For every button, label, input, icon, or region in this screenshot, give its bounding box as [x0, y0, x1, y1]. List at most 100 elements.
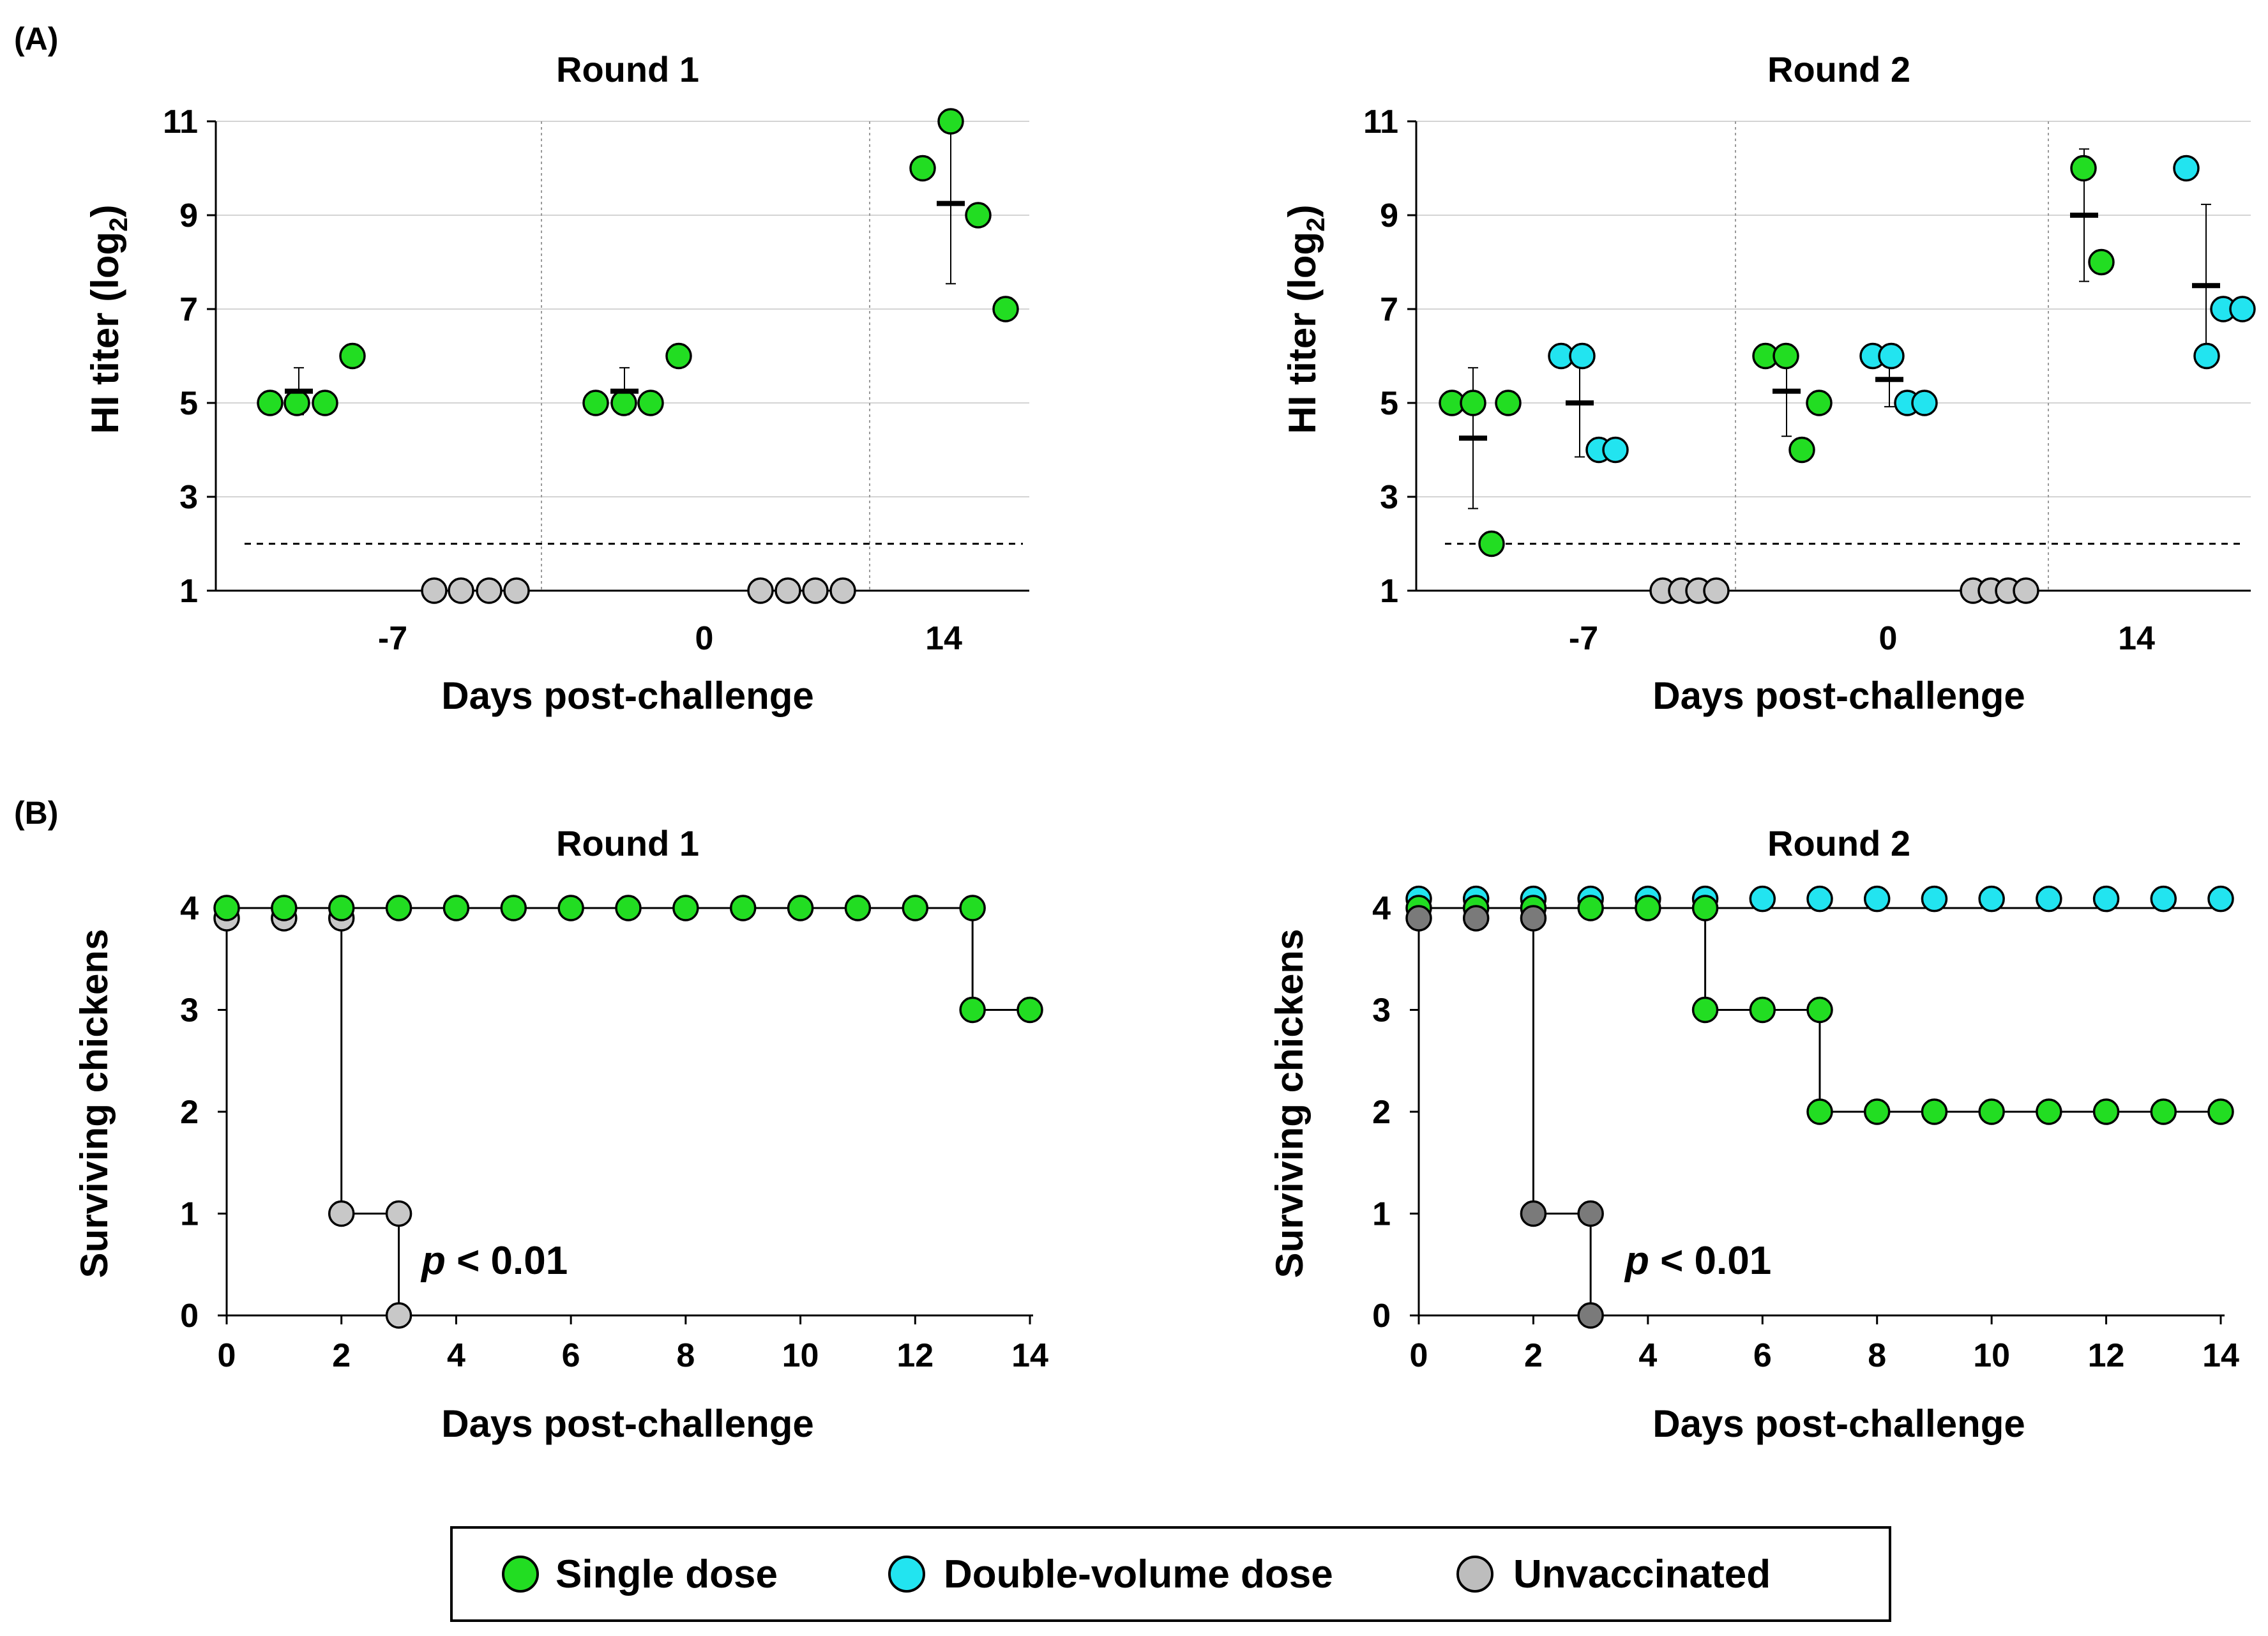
legend-marker-single-dose [502, 1556, 539, 1593]
y-axis-label: HI titer (log2) [1281, 205, 1330, 434]
data-point-unvaccinated [328, 1200, 355, 1227]
y-tick-label: 11 [163, 103, 198, 140]
data-point-single-dose [992, 296, 1019, 322]
y-tick-label: 1 [1372, 1196, 1391, 1233]
chart-hi-titer-round-2: Round 2 HI titer (log2) Days post-challe… [1281, 49, 2256, 717]
data-point-single-dose [500, 895, 527, 921]
data-point-single-dose [339, 342, 366, 370]
y-tick-label: 3 [179, 479, 198, 516]
x-tick-label: 12 [2088, 1337, 2125, 1374]
data-point-single-dose [1460, 390, 1486, 416]
data-point-single-dose [385, 895, 412, 921]
data-point-single-dose [1478, 530, 1505, 557]
p-value-annotation: p < 0.01 [1624, 1239, 1771, 1283]
data-point-double-volume-dose [1878, 342, 1905, 370]
chart-title: Round 1 [556, 49, 699, 89]
data-point-double-volume-dose [2207, 885, 2234, 913]
data-point-double-volume-dose [1806, 885, 1833, 913]
y-tick-label: 2 [1372, 1094, 1391, 1131]
data-point-double-volume-dose [2036, 885, 2062, 913]
data-point-single-dose [729, 895, 757, 921]
data-point-single-dose [1978, 1098, 2005, 1125]
data-point-double-volume-dose [2173, 155, 2200, 182]
panel-label-a: (A) [14, 21, 58, 57]
chart-survival-round-1: Round 1 Surviving chickens Days post-cha… [73, 823, 1048, 1445]
chart-title: Round 2 [1767, 49, 1910, 89]
data-point-single-dose [965, 202, 992, 229]
data-point-double-volume-dose [1978, 885, 2005, 913]
data-point-single-dose [1806, 996, 1833, 1024]
y-tick-label: 1 [179, 573, 198, 610]
data-point-single-dose [213, 895, 240, 921]
legend-label-double-volume-dose: Double-volume dose [944, 1552, 1333, 1596]
y-tick-label: 0 [180, 1298, 199, 1335]
data-point-single-dose [1863, 1098, 1891, 1125]
data-point-single-dose [937, 108, 964, 135]
x-axis-label: Days post-challenge [1652, 674, 2025, 717]
data-point-double-volume-dose [1921, 885, 1948, 913]
data-point-single-dose [442, 895, 470, 921]
chart-title: Round 1 [556, 823, 699, 863]
x-tick-label: 14 [1011, 1337, 1048, 1374]
data-point-single-dose [1635, 895, 1661, 921]
survival-line-unvaccinated [1419, 907, 1592, 1315]
data-point-single-dose [615, 895, 642, 921]
data-point-double-volume-dose [1749, 885, 1776, 913]
data-point-unvaccinated [1405, 905, 1432, 932]
data-point-single-dose [2036, 1098, 2062, 1125]
data-point-single-dose [2088, 248, 2115, 276]
data-point-single-dose [1773, 342, 1799, 370]
x-tick-label: 2 [1524, 1337, 1543, 1374]
x-tick-label: 0 [1410, 1337, 1428, 1374]
y-tick-label: 7 [179, 291, 198, 328]
y-tick-label: 2 [180, 1094, 199, 1131]
legend-marker-unvaccinated [1456, 1556, 1493, 1593]
data-point-unvaccinated [1577, 1302, 1604, 1329]
y-tick-label: 3 [1372, 992, 1391, 1029]
data-point-single-dose [271, 895, 298, 921]
data-point-unvaccinated [1520, 905, 1547, 932]
x-tick-label: 6 [1753, 1337, 1772, 1374]
x-tick-label: 4 [1638, 1337, 1657, 1374]
x-group-label: 0 [695, 620, 714, 657]
x-axis-label: Days post-challenge [1652, 1402, 2025, 1445]
data-point-double-volume-dose [1863, 885, 1891, 913]
x-group-label: -7 [1569, 620, 1598, 657]
y-tick-label: 7 [1380, 291, 1398, 328]
data-point-single-dose [1921, 1098, 1948, 1125]
y-tick-label: 1 [180, 1196, 199, 1233]
data-point-single-dose [610, 390, 637, 416]
data-point-double-volume-dose [2150, 885, 2177, 913]
legend-box [450, 1526, 1891, 1622]
data-point-unvaccinated [1520, 1200, 1547, 1227]
data-point-unvaccinated [1703, 577, 1730, 604]
x-group-label: 14 [925, 620, 962, 657]
data-point-single-dose [787, 895, 814, 921]
x-tick-label: 0 [218, 1337, 236, 1374]
panel-label-b: (B) [14, 795, 58, 831]
data-point-single-dose [1495, 390, 1522, 416]
data-point-single-dose [284, 390, 310, 416]
y-axis-label: HI titer (log2) [84, 205, 133, 434]
chart-survival-round-2: Round 2 Surviving chickens Days post-cha… [1268, 823, 2239, 1445]
data-point-single-dose [582, 390, 609, 416]
data-point-single-dose [2070, 155, 2097, 182]
x-tick-label: 8 [1868, 1337, 1886, 1374]
data-point-single-dose [1577, 895, 1604, 921]
data-point-single-dose [2150, 1098, 2177, 1125]
data-point-single-dose [1806, 1098, 1833, 1125]
x-group-label: -7 [378, 620, 407, 657]
data-point-single-dose [1788, 436, 1815, 464]
y-axis-label: Surviving chickens [1268, 929, 1311, 1278]
data-point-single-dose [909, 155, 936, 182]
x-tick-label: 6 [562, 1337, 580, 1374]
x-group-label: 0 [1879, 620, 1898, 657]
y-tick-label: 9 [1380, 197, 1398, 234]
data-point-single-dose [2092, 1098, 2120, 1125]
data-point-single-dose [902, 895, 929, 921]
data-point-unvaccinated [1577, 1200, 1604, 1227]
y-tick-label: 4 [180, 890, 199, 927]
legend-label-single-dose: Single dose [556, 1552, 778, 1596]
chart-hi-titer-round-1: Round 1 HI titer (log2) Days post-challe… [84, 49, 1029, 717]
